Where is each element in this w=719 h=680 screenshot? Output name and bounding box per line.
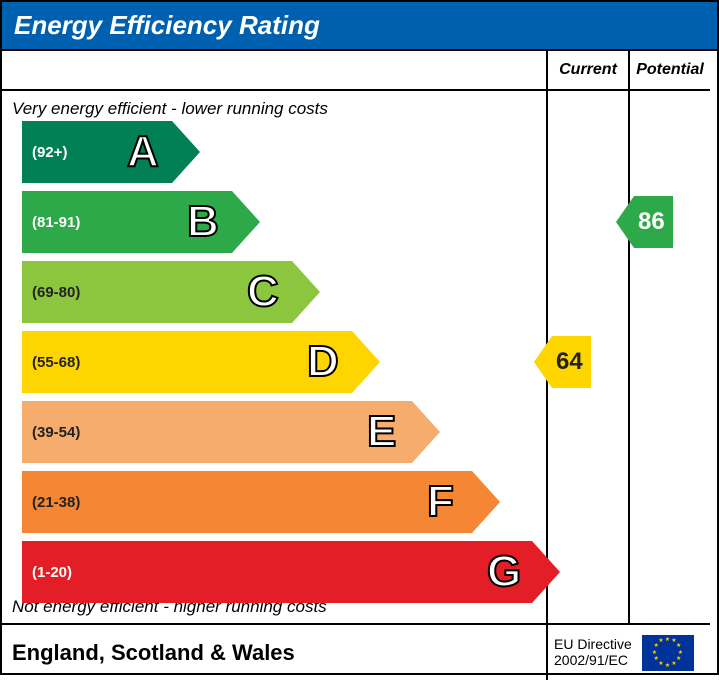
band-letter-b: B <box>187 197 219 247</box>
band-range-c: (69-80) <box>22 284 80 301</box>
current-column: 64 <box>548 91 628 625</box>
band-range-g: (1-20) <box>22 564 72 581</box>
band-letter-f: F <box>427 477 454 527</box>
column-header-potential: Potential <box>630 51 710 91</box>
directive-cell: EU Directive 2002/91/EC ★★★★★★★★★★★★ <box>546 625 710 680</box>
rating-band-e: (39-54) E <box>22 401 440 463</box>
directive-line1: EU Directive <box>554 637 632 652</box>
band-letter-a: A <box>127 127 159 177</box>
potential-rating-marker: 86 <box>616 196 673 248</box>
current-rating-marker: 64 <box>534 336 591 388</box>
top-caption: Very energy efficient - lower running co… <box>2 97 546 119</box>
directive-line2: 2002/91/EC <box>554 653 632 668</box>
band-letter-d: D <box>307 337 339 387</box>
rating-band-c: (69-80) C <box>22 261 320 323</box>
band-range-d: (55-68) <box>22 354 80 371</box>
band-range-a: (92+) <box>22 144 67 161</box>
rating-band-a: (92+) A <box>22 121 200 183</box>
rating-band-d: (55-68) D <box>22 331 380 393</box>
band-letter-c: C <box>247 267 279 317</box>
potential-column: 86 <box>630 91 710 625</box>
band-range-b: (81-91) <box>22 214 80 231</box>
column-header-current: Current <box>548 51 628 91</box>
chart-title: Energy Efficiency Rating <box>2 2 717 49</box>
region-label: England, Scotland & Wales <box>2 625 546 680</box>
rating-band-g: (1-20) G <box>22 541 560 603</box>
band-range-e: (39-54) <box>22 424 80 441</box>
band-letter-g: G <box>487 547 521 597</box>
bands-area: Very energy efficient - lower running co… <box>2 91 546 625</box>
band-letter-e: E <box>367 407 396 457</box>
potential-rating-marker-value: 86 <box>634 196 673 248</box>
rating-band-b: (81-91) B <box>22 191 260 253</box>
rating-band-f: (21-38) F <box>22 471 500 533</box>
epc-chart: Energy Efficiency Rating Very energy eff… <box>0 0 719 675</box>
band-range-f: (21-38) <box>22 494 80 511</box>
current-rating-marker-value: 64 <box>552 336 591 388</box>
bands-column-header <box>2 51 546 91</box>
eu-flag-icon: ★★★★★★★★★★★★ <box>642 635 694 671</box>
